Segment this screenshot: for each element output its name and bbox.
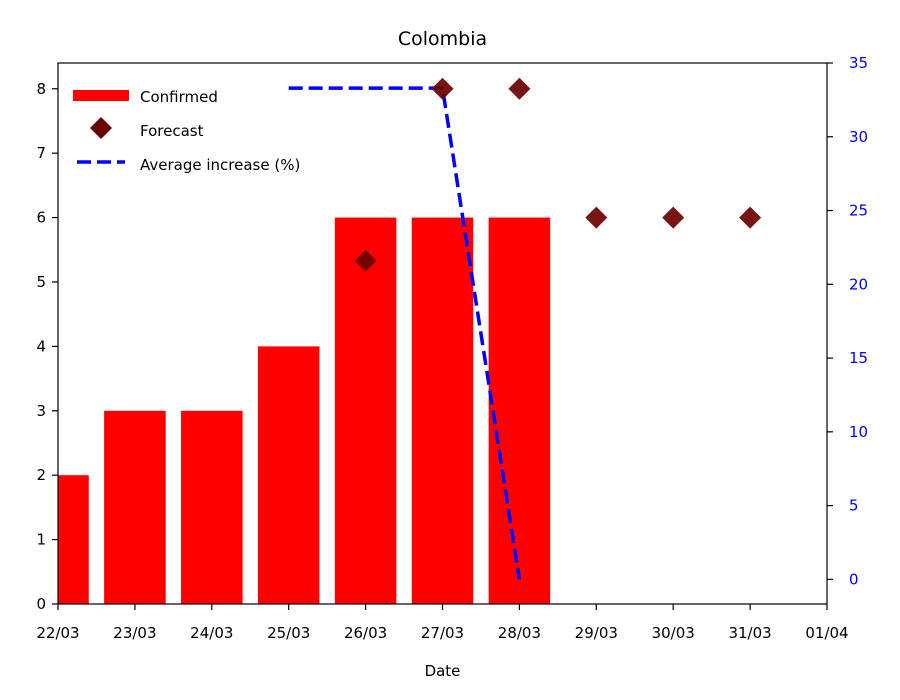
- y-right-tick-label: 10: [849, 423, 868, 441]
- legend-swatch-confirmed: [73, 90, 129, 101]
- forecast-point-31-03: [739, 206, 762, 229]
- y-axis-left: 0 1 2 3 4 5 6 7 8: [36, 80, 58, 613]
- y-tick-label: 3: [36, 402, 46, 420]
- bar-22-03: [58, 475, 89, 604]
- bar-25-03: [257, 346, 320, 604]
- chart-title: Colombia: [398, 28, 487, 50]
- legend-swatch-forecast: [90, 117, 112, 139]
- y-tick-label: 6: [36, 209, 46, 227]
- x-tick-label: 22/03: [36, 624, 79, 642]
- y-tick-label: 2: [36, 466, 46, 484]
- forecast-point-26-03: [354, 249, 377, 272]
- x-tick-label: 24/03: [190, 624, 233, 642]
- bar-24-03: [181, 410, 243, 604]
- x-tick-label: 30/03: [652, 624, 695, 642]
- y-tick-label: 4: [36, 337, 46, 355]
- bars: [58, 217, 551, 604]
- y-right-tick-label: 5: [849, 497, 859, 515]
- x-tick-label: 23/03: [113, 624, 156, 642]
- x-tick-label: 01/04: [805, 624, 848, 642]
- y-tick-label: 1: [36, 531, 46, 549]
- average-increase-line: [288, 86, 522, 580]
- x-tick-label: 29/03: [575, 624, 618, 642]
- forecast-point-28-03: [508, 77, 531, 100]
- average-increase-series: [288, 86, 522, 580]
- forecast-point-30-03: [662, 206, 685, 229]
- x-tick-label: 28/03: [498, 624, 541, 642]
- y-tick-label: 7: [36, 144, 46, 162]
- x-axis: 22/03 23/03 24/03 25/03 26/03 27/03 28/03 29/03…: [36, 604, 849, 642]
- legend-label-confirmed: Confirmed: [140, 88, 218, 106]
- y-right-tick-label: 15: [849, 349, 868, 367]
- legend-label-average-increase: Average increase (%): [140, 156, 300, 174]
- legend-label-forecast: Forecast: [140, 122, 204, 140]
- bar-28-03: [488, 217, 551, 604]
- x-tick-label: 25/03: [267, 624, 310, 642]
- x-axis-label: Date: [425, 662, 461, 680]
- x-tick-label: 31/03: [728, 624, 771, 642]
- y-axis-right: 0 5 10 15 20 25 30 35: [827, 54, 868, 588]
- bar-27-03: [411, 217, 474, 604]
- bar-23-03: [104, 410, 166, 604]
- legend: Confirmed Forecast Average increase (%): [73, 88, 300, 174]
- x-tick-label: 27/03: [421, 624, 464, 642]
- forecast-point-29-03: [585, 206, 608, 229]
- y-tick-label: 0: [36, 595, 46, 613]
- y-right-tick-label: 0: [849, 570, 859, 588]
- y-tick-label: 8: [36, 80, 46, 98]
- y-right-tick-label: 20: [849, 275, 868, 293]
- forecast-point-27-03: [431, 77, 454, 100]
- bar-26-03: [334, 217, 397, 604]
- y-right-tick-label: 30: [849, 128, 868, 146]
- y-right-tick-label: 25: [849, 202, 868, 220]
- x-tick-label: 26/03: [344, 624, 387, 642]
- y-right-tick-label: 35: [849, 54, 868, 72]
- forecast-markers: [354, 77, 762, 272]
- y-tick-label: 5: [36, 273, 46, 291]
